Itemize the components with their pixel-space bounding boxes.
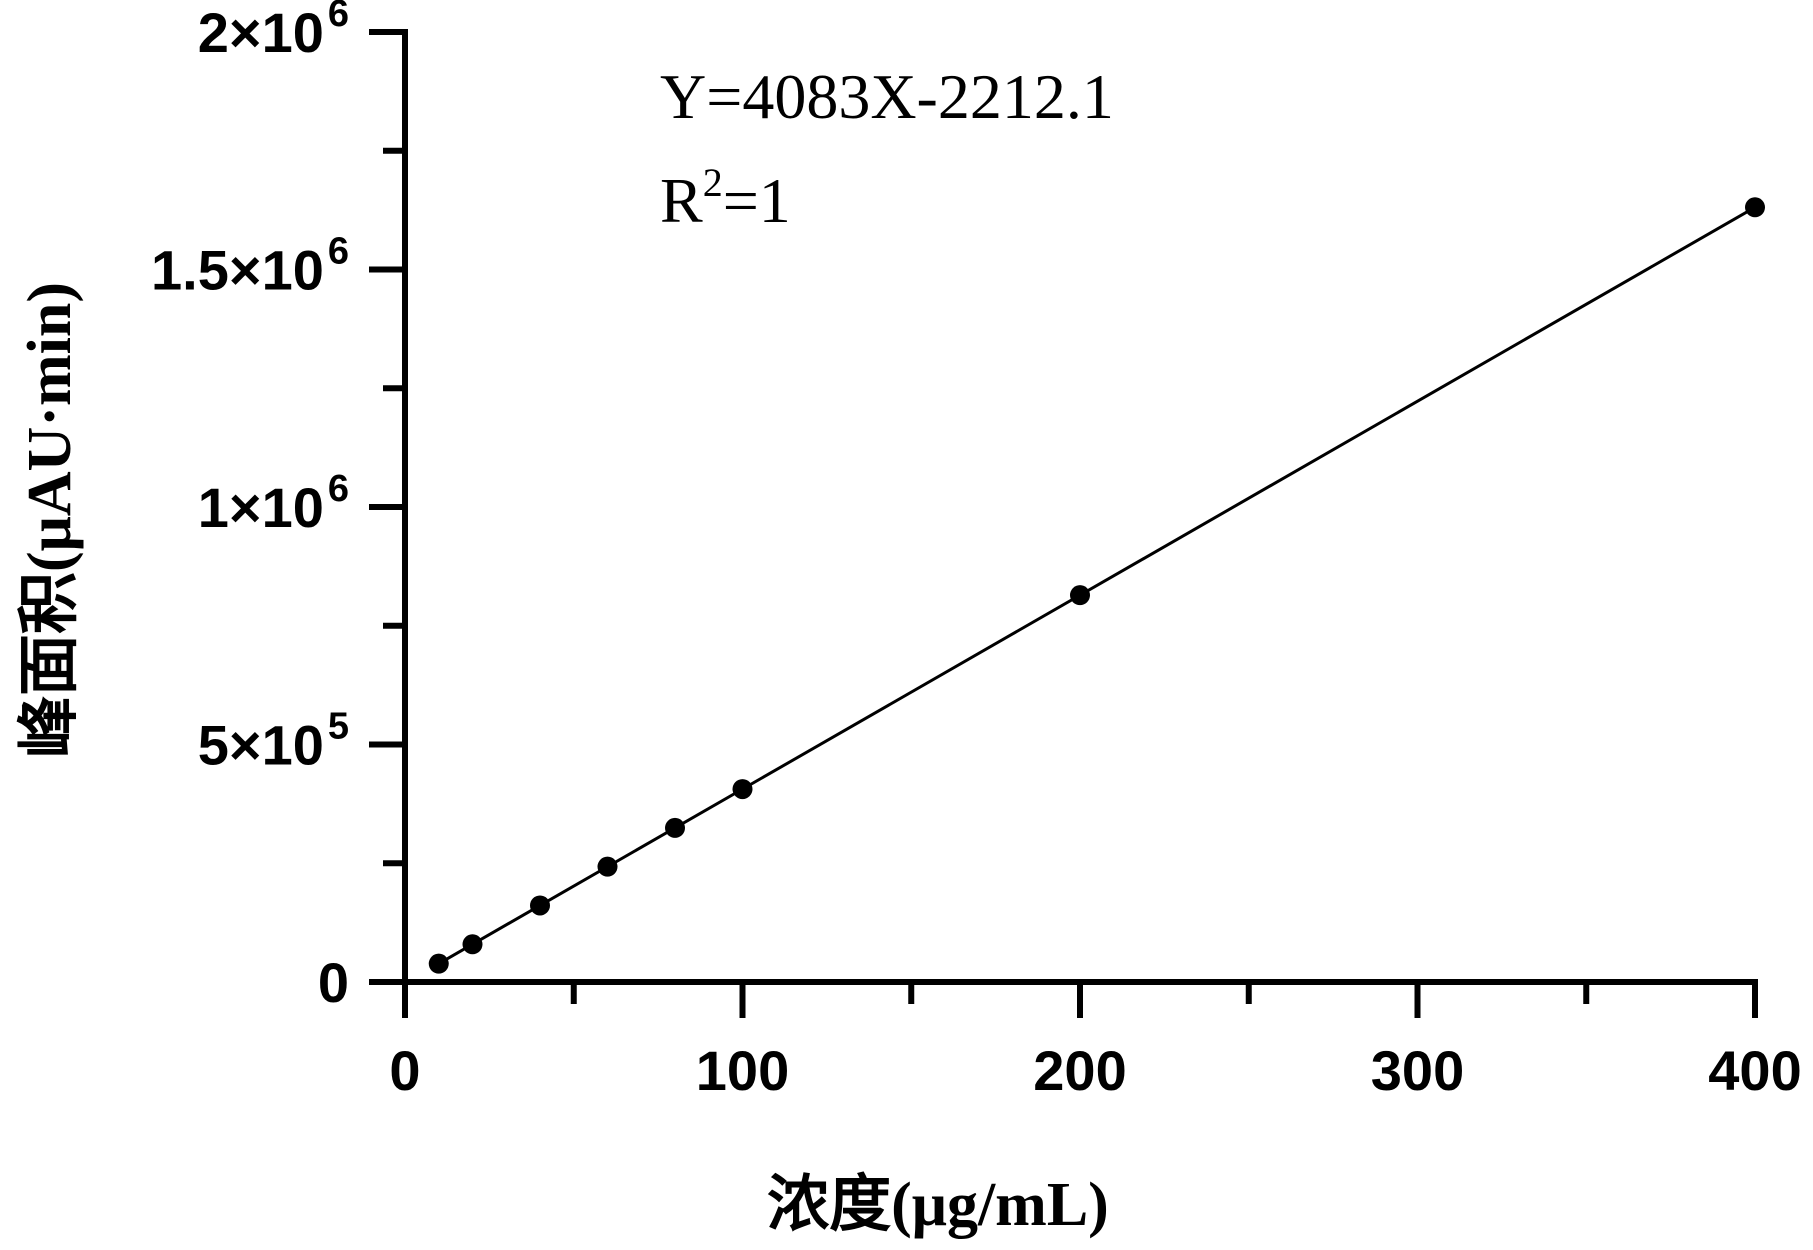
annotation-r2-prefix: R <box>660 165 703 236</box>
data-points <box>428 197 1765 974</box>
x-tick-label: 200 <box>1033 1039 1126 1102</box>
annotation-r2-suffix: =1 <box>723 165 791 236</box>
data-point <box>1745 197 1765 218</box>
annotation-r2-sup: 2 <box>703 160 723 205</box>
annotation-r2: R2=1 <box>660 160 791 236</box>
y-tick-label: 5×10 5 <box>198 706 349 777</box>
y-tick-label: 2×10 6 <box>198 0 349 64</box>
x-tick-label: 100 <box>696 1039 789 1102</box>
x-tick-label: 400 <box>1708 1039 1801 1102</box>
fit-line <box>438 205 1756 965</box>
annotation-equation: Y=4083X-2212.1 <box>660 61 1114 132</box>
x-axis-title: 浓度(μg/mL) <box>767 1170 1109 1239</box>
y-axis-title: 峰面积(μAU·min) <box>15 282 84 758</box>
x-tick-label: 0 <box>389 1039 420 1102</box>
data-point <box>462 934 483 955</box>
fit-line-group <box>438 205 1756 965</box>
data-point <box>665 817 685 838</box>
x-tick-label: 300 <box>1371 1039 1464 1102</box>
data-point <box>530 895 550 916</box>
data-point <box>597 856 618 877</box>
tick-labels: 0 100 200 300 400 0 5×10 5 1×10 6 1.5×10 6 2×10 6 <box>151 0 1802 1102</box>
y-tick-label: 1×10 6 <box>198 468 349 539</box>
data-point <box>428 953 449 974</box>
data-point <box>1070 585 1090 606</box>
y-tick-label: 1.5×10 6 <box>151 231 349 302</box>
data-point <box>732 779 753 800</box>
y-tick-label: 0 <box>318 951 349 1014</box>
axes <box>369 29 1758 1018</box>
